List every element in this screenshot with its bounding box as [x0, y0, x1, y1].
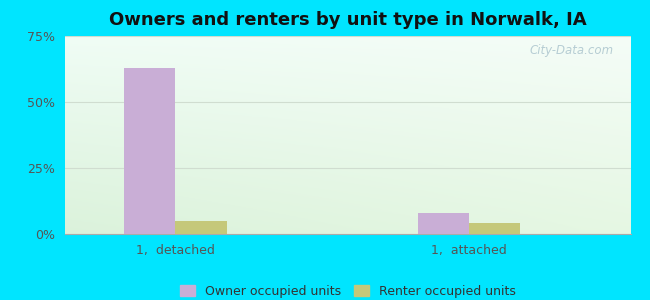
Bar: [417, 213, 469, 234]
Title: Owners and renters by unit type in Norwalk, IA: Owners and renters by unit type in Norwa…: [109, 11, 586, 29]
Bar: [175, 221, 227, 234]
Legend: Owner occupied units, Renter occupied units: Owner occupied units, Renter occupied un…: [175, 280, 521, 300]
Bar: [469, 224, 521, 234]
Text: City-Data.com: City-Data.com: [529, 44, 614, 57]
Bar: [124, 68, 175, 234]
